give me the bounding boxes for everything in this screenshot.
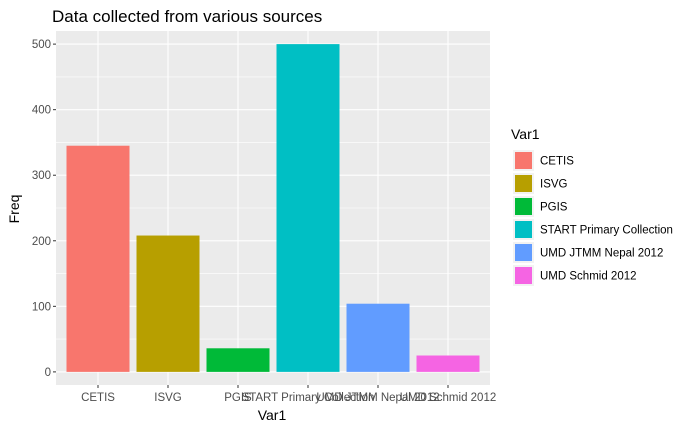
legend-label: ISVG (540, 179, 568, 191)
y-tick-label: 0 (45, 367, 51, 379)
bars (66, 44, 480, 372)
legend-swatch (515, 221, 532, 238)
legend-title: Var1 (511, 126, 540, 142)
legend-label: START Primary Collection (540, 225, 673, 237)
bar-pgis (206, 348, 270, 372)
y-axis-title: Freq (6, 195, 22, 224)
x-tick-label: START Primary Collection (242, 392, 375, 404)
legend-swatch (515, 198, 532, 215)
x-tick-label: UMD Schmid 2012 (400, 392, 497, 404)
legend-label: CETIS (540, 156, 574, 168)
y-tick-label: 300 (32, 170, 51, 182)
x-tick-label: ISVG (154, 392, 182, 404)
y-tick-label: 500 (32, 39, 51, 51)
y-tick-label: 200 (32, 236, 51, 248)
bar-cetis (66, 145, 130, 372)
legend-label: PGIS (540, 202, 568, 214)
legend-swatch (515, 267, 532, 284)
x-tick-label: UMD JTMM Nepal 2012 (316, 392, 439, 404)
y-tick-label: 100 (32, 301, 51, 313)
bar-umd-schmid-2012 (416, 355, 480, 372)
legend: Var1 CETIS ISVG PGIS START Primary Collecti… (511, 126, 673, 286)
legend-swatch (515, 244, 532, 261)
y-tick-label: 400 (32, 105, 51, 117)
bar-isvg (136, 235, 200, 372)
y-axis: 0 100 200 300 400 500 (32, 39, 56, 379)
x-axis-title: Var1 (258, 407, 287, 423)
legend-swatch (515, 175, 532, 192)
bar-umd-jtmm-nepal-2012 (346, 303, 410, 372)
chart-title: Data collected from various sources (52, 7, 322, 26)
legend-label: UMD JTMM Nepal 2012 (540, 248, 663, 260)
legend-label: UMD Schmid 2012 (540, 271, 637, 283)
legend-swatch (515, 152, 532, 169)
x-tick-label: PGIS (224, 392, 252, 404)
x-tick-label: CETIS (81, 392, 115, 404)
bar-start-primary-collection (276, 44, 340, 372)
